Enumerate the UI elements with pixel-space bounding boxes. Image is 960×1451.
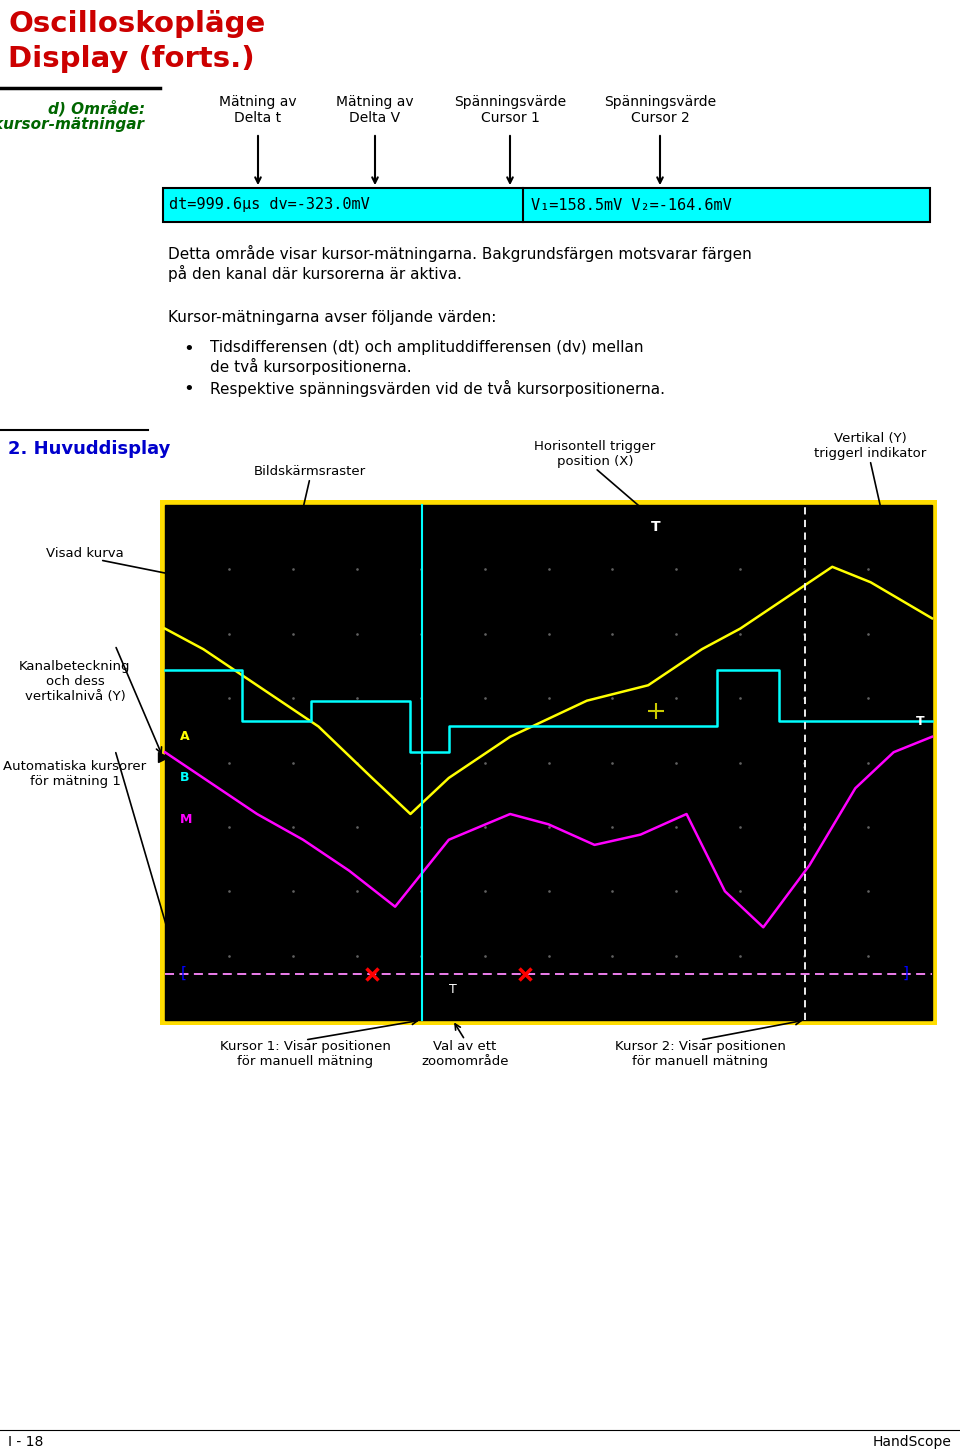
- Text: dt=999.6μs dv=-323.0mV: dt=999.6μs dv=-323.0mV: [169, 197, 370, 212]
- Text: Mätning av
Delta V: Mätning av Delta V: [336, 94, 414, 125]
- Text: T: T: [916, 715, 924, 728]
- Text: Respektive spänningsvärden vid de två kursorpositionerna.: Respektive spänningsvärden vid de två ku…: [210, 380, 665, 398]
- Text: 2. Huvuddisplay: 2. Huvuddisplay: [8, 440, 170, 459]
- Text: I - 18: I - 18: [8, 1435, 43, 1450]
- Text: [: [: [180, 966, 186, 981]
- Text: Bildskärmsraster: Bildskärmsraster: [254, 464, 366, 477]
- Text: V₁=158.5mV V₂=-164.6mV: V₁=158.5mV V₂=-164.6mV: [532, 197, 732, 212]
- Text: Visad kurva: Visad kurva: [46, 547, 124, 560]
- Text: Spänningsvärde
Cursor 2: Spänningsvärde Cursor 2: [604, 94, 716, 125]
- Text: HandScope: HandScope: [874, 1435, 952, 1450]
- Text: Display (forts.): Display (forts.): [8, 45, 254, 73]
- Text: Val av ett
zoomområde: Val av ett zoomområde: [421, 1040, 509, 1068]
- Text: Kursor 1: Visar positionen
för manuell mätning: Kursor 1: Visar positionen för manuell m…: [220, 1040, 391, 1068]
- Text: Horisontell trigger
position (X): Horisontell trigger position (X): [535, 440, 656, 469]
- Text: Vertikal (Y)
triggerl indikator: Vertikal (Y) triggerl indikator: [814, 432, 926, 460]
- Text: Detta område visar kursor-mätningarna. Bakgrundsfärgen motsvarar färgen
på den k: Detta område visar kursor-mätningarna. B…: [168, 245, 752, 281]
- Text: Spänningsvärde
Cursor 1: Spänningsvärde Cursor 1: [454, 94, 566, 125]
- Text: A: A: [180, 730, 190, 743]
- Text: ]: ]: [903, 966, 909, 981]
- Text: B: B: [180, 772, 190, 785]
- Text: Tidsdifferensen (dt) och amplituddifferensen (dv) mellan
de två kursorpositioner: Tidsdifferensen (dt) och amplituddiffere…: [210, 340, 643, 374]
- Text: d) Område:: d) Område:: [48, 100, 145, 116]
- Text: Mätning av
Delta t: Mätning av Delta t: [219, 94, 297, 125]
- Text: Kanalbeteckning
och dess
vertikalnivå (Y): Kanalbeteckning och dess vertikalnivå (Y…: [19, 660, 131, 702]
- Bar: [163, 189, 930, 222]
- Text: M: M: [180, 813, 193, 826]
- Bar: [165, 505, 932, 1020]
- Text: Kursor 2: Visar positionen
för manuell mätning: Kursor 2: Visar positionen för manuell m…: [614, 1040, 785, 1068]
- Bar: [160, 501, 937, 1024]
- Text: T: T: [651, 521, 660, 534]
- Text: •: •: [183, 340, 194, 358]
- Text: "kursor-mätningar: "kursor-mätningar: [0, 118, 145, 132]
- Text: Oscilloskopläge: Oscilloskopläge: [8, 10, 265, 38]
- Text: T: T: [448, 982, 457, 995]
- Text: Kursor-mätningarna avser följande värden:: Kursor-mätningarna avser följande värden…: [168, 311, 496, 325]
- Text: Automatiska kursorer
för mätning 1: Automatiska kursorer för mätning 1: [4, 760, 147, 788]
- Text: •: •: [183, 380, 194, 398]
